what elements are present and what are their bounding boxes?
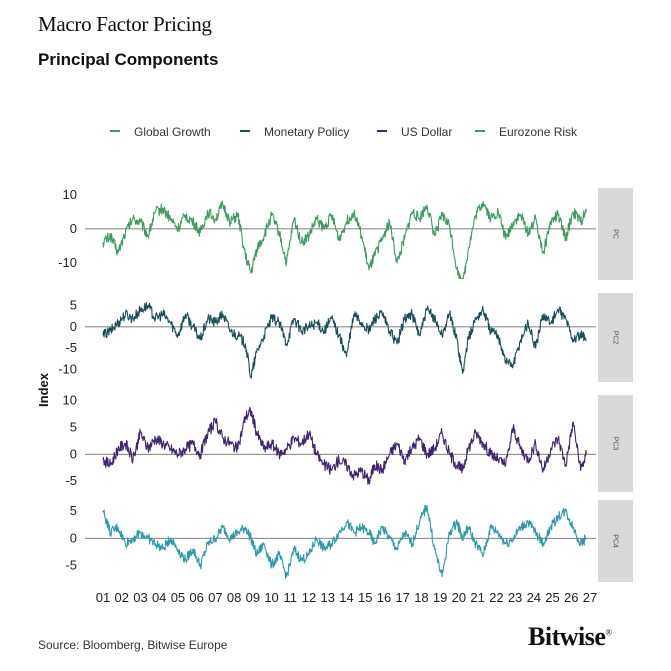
y-tick-label: 10	[63, 392, 77, 407]
x-tick-label: 01	[96, 590, 110, 605]
panel-strip-label: PC	[612, 229, 619, 239]
panel-strip	[598, 188, 633, 280]
panel-2: PC2 5 0 -5 -10	[58, 293, 633, 382]
panel-strip-label: PC3	[612, 437, 619, 451]
legend-swatch	[377, 129, 387, 132]
chart-panels: PC 10 0 -10 PC2 5 0 -5 -10 PC3 10 5 0 -5 PC4 5 0 -5	[58, 187, 633, 582]
x-tick-label: 27	[583, 590, 597, 605]
y-tick-label: 5	[70, 298, 77, 313]
chart-title: Principal Components	[38, 50, 219, 69]
x-tick-label: 15	[358, 590, 372, 605]
x-tick-label: 26	[564, 590, 578, 605]
x-tick-label: 02	[114, 590, 128, 605]
x-tick-label: 21	[470, 590, 484, 605]
x-tick-label: 03	[133, 590, 147, 605]
legend-swatch	[475, 129, 485, 132]
legend-label: Global Growth	[134, 125, 211, 139]
legend-item: US Dollar	[377, 125, 452, 139]
series-line	[102, 406, 587, 485]
panel-strip	[598, 293, 633, 382]
y-tick-label: -10	[58, 361, 77, 376]
panel-1: PC 10 0 -10	[58, 187, 633, 280]
legend-swatch	[110, 129, 120, 132]
x-tick-label: 12	[302, 590, 316, 605]
panel-strip	[598, 395, 633, 492]
x-tick-label: 07	[208, 590, 222, 605]
logo-mark: ®	[605, 627, 612, 638]
x-tick-label: 24	[527, 590, 541, 605]
legend-label: Eurozone Risk	[499, 125, 578, 139]
brand-title: Macro Factor Pricing	[38, 12, 212, 36]
y-tick-label: 10	[63, 187, 77, 202]
x-tick-label: 13	[321, 590, 335, 605]
x-tick-label: 19	[433, 590, 447, 605]
legend-swatch	[240, 129, 250, 132]
x-tick-label: 09	[246, 590, 260, 605]
x-tick-label: 16	[377, 590, 391, 605]
chart-legend: Global Growth Monetary Policy US Dollar …	[0, 125, 671, 143]
x-tick-label: 25	[545, 590, 559, 605]
x-tick-label: 05	[171, 590, 185, 605]
panel-strip-label: PC4	[612, 534, 619, 548]
y-tick-label: 5	[70, 419, 77, 434]
y-tick-label: 0	[70, 446, 77, 461]
y-axis-label: Index	[36, 372, 51, 407]
legend-item: Monetary Policy	[240, 125, 349, 139]
x-tick-label: 14	[339, 590, 353, 605]
x-tick-label: 06	[189, 590, 203, 605]
x-axis-ticks: 01 02 03 04 05 06 07 08 09 10 11 12 13 14 15 16 17 18 19 20…	[96, 590, 597, 605]
x-tick-label: 11	[284, 590, 298, 605]
y-tick-label: 5	[70, 503, 77, 518]
x-tick-label: 17	[395, 590, 409, 605]
x-tick-label: 10	[264, 590, 278, 605]
x-tick-label: 23	[508, 590, 522, 605]
panel-4: PC4 5 0 -5	[65, 500, 633, 582]
source-note: Source: Bloomberg, Bitwise Europe	[38, 638, 228, 652]
y-tick-label: -10	[58, 255, 77, 270]
legend-item: Eurozone Risk	[475, 125, 577, 139]
legend-item: Global Growth	[110, 125, 211, 139]
x-tick-label: 18	[414, 590, 428, 605]
series-line	[102, 200, 587, 279]
y-tick-label: -5	[65, 473, 77, 488]
panel-3: PC3 10 5 0 -5	[63, 392, 633, 492]
series-line	[102, 301, 587, 379]
x-tick-label: 04	[152, 590, 166, 605]
x-tick-label: 22	[489, 590, 503, 605]
panel-strip	[598, 500, 633, 582]
legend-label: Monetary Policy	[264, 125, 350, 139]
legend-label: US Dollar	[401, 125, 453, 139]
y-tick-label: 0	[70, 530, 77, 545]
panel-strip-label: PC2	[612, 331, 619, 345]
bitwise-logo: Bitwise®	[528, 622, 612, 652]
series-line	[102, 504, 587, 579]
y-tick-label: 0	[70, 221, 77, 236]
y-tick-label: -5	[65, 340, 77, 355]
x-tick-label: 20	[452, 590, 466, 605]
y-tick-label: 0	[70, 319, 77, 334]
logo-text: Bitwise	[528, 622, 606, 651]
x-tick-label: 08	[227, 590, 241, 605]
y-tick-label: -5	[65, 558, 77, 573]
